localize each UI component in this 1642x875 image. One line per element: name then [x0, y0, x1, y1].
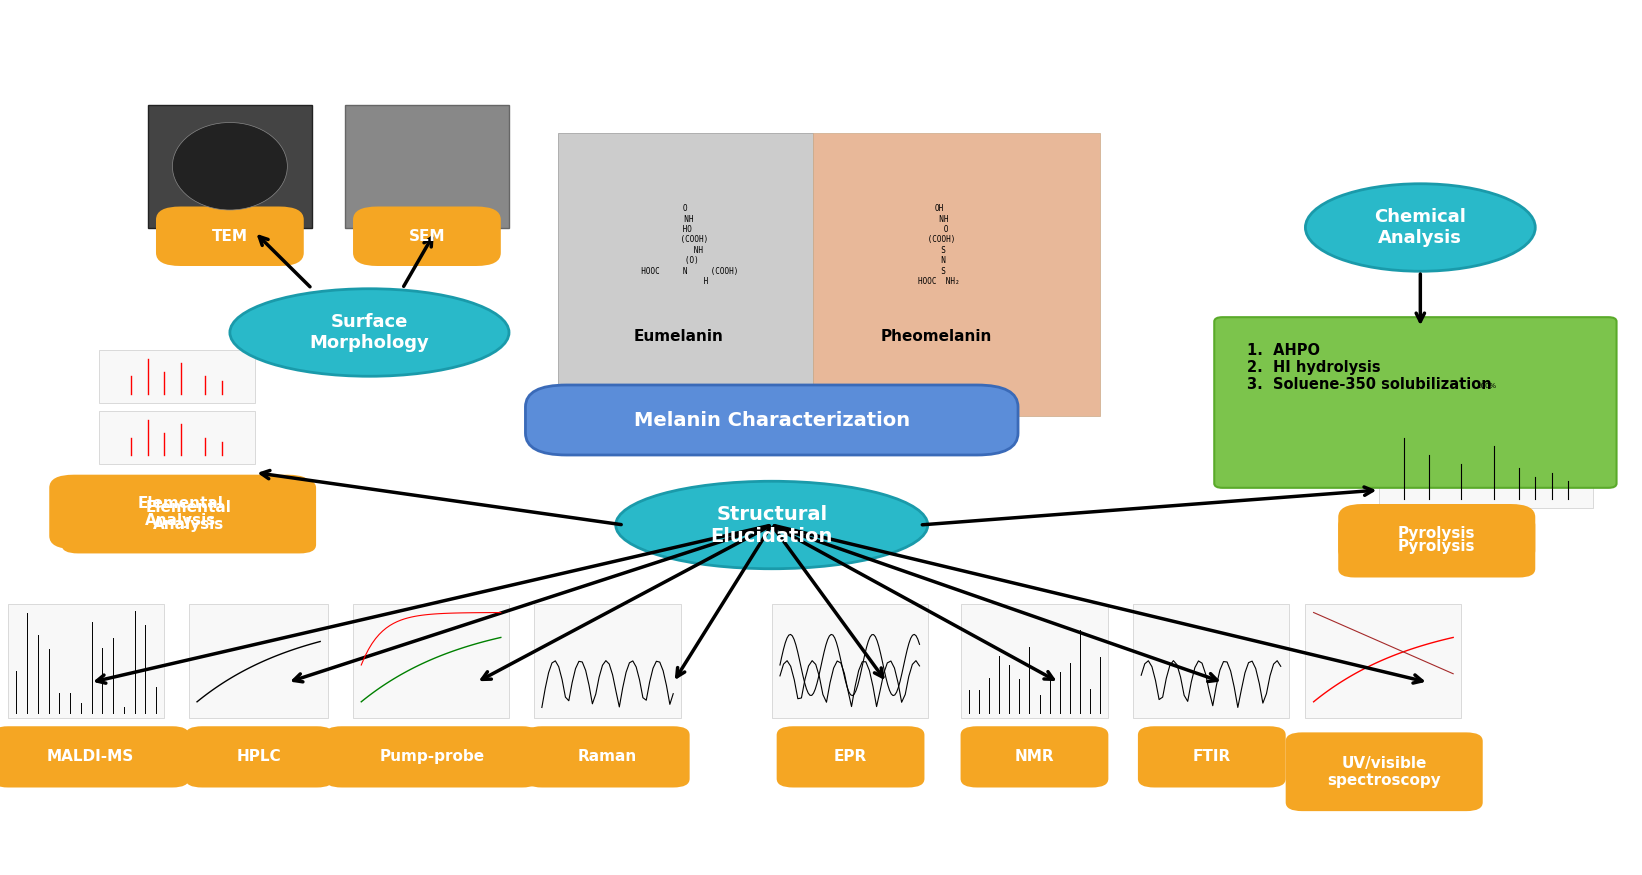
FancyBboxPatch shape — [1379, 402, 1593, 507]
Text: FTIR: FTIR — [1192, 749, 1232, 765]
FancyBboxPatch shape — [1138, 726, 1286, 788]
Ellipse shape — [616, 481, 928, 569]
Ellipse shape — [230, 289, 509, 376]
FancyBboxPatch shape — [961, 726, 1108, 788]
Text: HPLC: HPLC — [236, 749, 282, 765]
Text: Eumelanin: Eumelanin — [634, 329, 722, 345]
FancyBboxPatch shape — [148, 105, 312, 228]
FancyBboxPatch shape — [0, 726, 189, 788]
FancyBboxPatch shape — [353, 604, 509, 718]
Text: Pyrolysis: Pyrolysis — [1397, 539, 1476, 555]
Text: UV/visible
spectroscopy: UV/visible spectroscopy — [1327, 755, 1442, 788]
FancyBboxPatch shape — [99, 350, 255, 402]
Text: TEM: TEM — [212, 228, 248, 244]
FancyBboxPatch shape — [772, 604, 928, 718]
FancyBboxPatch shape — [1338, 504, 1535, 564]
Text: Melanin Characterization: Melanin Characterization — [634, 410, 910, 430]
Text: OH
  NH
   O
 (COOH)
  S
  N
  S
HOOC  NH₂: OH NH O (COOH) S N S HOOC NH₂ — [918, 204, 961, 286]
FancyBboxPatch shape — [777, 726, 924, 788]
Text: Elemental
Analysis: Elemental Analysis — [138, 495, 223, 528]
FancyBboxPatch shape — [325, 726, 539, 788]
Text: Raman: Raman — [578, 749, 637, 765]
FancyBboxPatch shape — [8, 604, 164, 718]
FancyBboxPatch shape — [353, 206, 501, 266]
Text: Structural
Elucidation: Structural Elucidation — [711, 505, 832, 545]
FancyBboxPatch shape — [1305, 604, 1461, 718]
Text: Chemical
Analysis: Chemical Analysis — [1374, 208, 1466, 247]
Text: 1.  AHPO
2.  HI hydrolysis
3.  Soluene-350 solubilization: 1. AHPO 2. HI hydrolysis 3. Soluene-350 … — [1248, 343, 1493, 392]
Text: 100%: 100% — [1476, 383, 1496, 389]
Text: SEM: SEM — [409, 228, 445, 244]
FancyBboxPatch shape — [813, 133, 1100, 416]
FancyBboxPatch shape — [49, 474, 312, 550]
FancyBboxPatch shape — [1213, 318, 1616, 488]
Text: Pyrolysis: Pyrolysis — [1397, 526, 1476, 542]
Text: EPR: EPR — [834, 749, 867, 765]
FancyBboxPatch shape — [1286, 732, 1483, 811]
FancyBboxPatch shape — [189, 604, 328, 718]
FancyBboxPatch shape — [1133, 604, 1289, 718]
FancyBboxPatch shape — [558, 133, 813, 416]
FancyBboxPatch shape — [345, 105, 509, 228]
Ellipse shape — [172, 123, 287, 210]
Text: Pheomelanin: Pheomelanin — [880, 329, 992, 345]
FancyBboxPatch shape — [525, 726, 690, 788]
Text: Pump-probe: Pump-probe — [379, 749, 484, 765]
Text: MALDI-MS: MALDI-MS — [46, 749, 135, 765]
FancyBboxPatch shape — [186, 726, 333, 788]
Ellipse shape — [1305, 184, 1535, 271]
FancyBboxPatch shape — [1338, 516, 1535, 578]
Text: Surface
Morphology: Surface Morphology — [310, 313, 429, 352]
FancyBboxPatch shape — [534, 604, 681, 718]
FancyBboxPatch shape — [525, 385, 1018, 455]
FancyBboxPatch shape — [62, 480, 315, 554]
Text: NMR: NMR — [1015, 749, 1054, 765]
FancyBboxPatch shape — [99, 411, 255, 464]
Text: Elemental
Analysis: Elemental Analysis — [146, 500, 232, 533]
Text: O
  NH
 HO
    (COOH)
      NH
   (O)
  HOOC     N     (COOH)
         H: O NH HO (COOH) NH (O) HOOC N (COOH) H — [632, 204, 737, 286]
FancyBboxPatch shape — [156, 206, 304, 266]
FancyBboxPatch shape — [961, 604, 1108, 718]
